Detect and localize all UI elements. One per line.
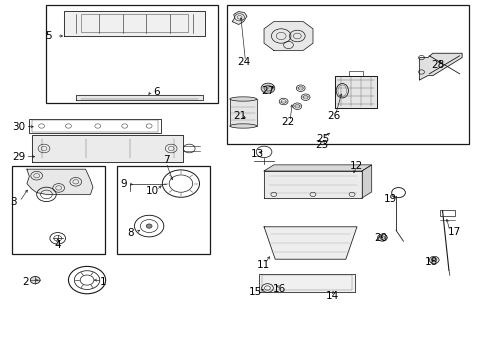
Text: 25: 25: [315, 134, 329, 144]
Polygon shape: [264, 227, 356, 259]
Circle shape: [428, 256, 438, 264]
Ellipse shape: [229, 97, 256, 101]
Text: 19: 19: [383, 194, 396, 204]
Text: 27: 27: [261, 86, 274, 96]
Polygon shape: [32, 135, 183, 162]
Polygon shape: [259, 274, 354, 292]
Text: 11: 11: [256, 260, 269, 270]
Text: 26: 26: [326, 111, 340, 121]
Polygon shape: [232, 12, 246, 24]
Text: 9: 9: [120, 179, 126, 189]
Text: 30: 30: [12, 122, 25, 132]
Text: 17: 17: [447, 227, 461, 237]
Text: 28: 28: [430, 60, 444, 70]
Text: 12: 12: [348, 161, 362, 171]
Text: 29: 29: [12, 152, 25, 162]
Polygon shape: [361, 165, 371, 198]
Circle shape: [261, 83, 274, 93]
Text: 15: 15: [248, 287, 262, 297]
Text: 3: 3: [10, 197, 17, 207]
Bar: [12, 166, 105, 254]
Polygon shape: [229, 99, 256, 126]
Polygon shape: [27, 169, 93, 194]
Polygon shape: [419, 53, 461, 80]
Text: 8: 8: [127, 228, 134, 238]
Text: 10: 10: [146, 186, 159, 196]
Text: 2: 2: [22, 276, 29, 287]
Circle shape: [30, 276, 40, 284]
Polygon shape: [264, 165, 371, 171]
Ellipse shape: [229, 124, 256, 128]
Text: 22: 22: [280, 117, 294, 127]
Bar: [261, 275, 351, 290]
Bar: [439, 210, 454, 216]
Polygon shape: [63, 11, 205, 36]
Text: 24: 24: [236, 57, 250, 67]
Text: 23: 23: [314, 140, 328, 150]
Bar: [81, 14, 188, 32]
Polygon shape: [264, 171, 361, 198]
Circle shape: [377, 234, 386, 241]
Text: 16: 16: [272, 284, 286, 294]
Circle shape: [146, 224, 152, 228]
Bar: [29, 119, 161, 133]
Polygon shape: [334, 76, 376, 108]
Bar: [227, 5, 468, 144]
Text: 13: 13: [250, 149, 264, 159]
Text: 14: 14: [325, 291, 339, 301]
Text: 20: 20: [373, 233, 386, 243]
Polygon shape: [76, 95, 203, 100]
Bar: [348, 71, 363, 76]
Text: 18: 18: [424, 257, 437, 267]
Text: 7: 7: [163, 155, 169, 165]
Text: 5: 5: [45, 31, 52, 41]
Bar: [117, 166, 210, 254]
Text: 4: 4: [54, 240, 61, 250]
Text: 21: 21: [232, 111, 246, 121]
Polygon shape: [264, 22, 312, 50]
Text: 1: 1: [99, 276, 106, 287]
Bar: [46, 5, 217, 103]
Bar: [32, 120, 158, 132]
Text: 6: 6: [153, 87, 160, 97]
